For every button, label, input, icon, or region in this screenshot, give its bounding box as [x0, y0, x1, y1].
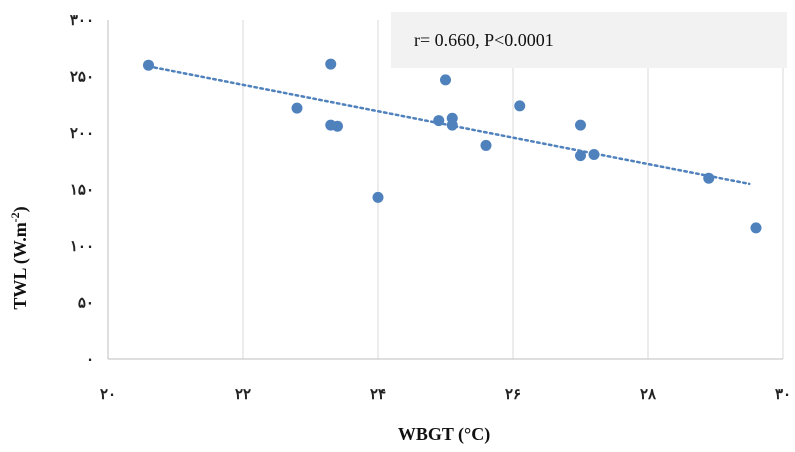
x-tick-label: ۳۰	[775, 387, 791, 403]
data-point	[480, 139, 492, 151]
data-point	[291, 102, 303, 114]
y-tick-label: ۰	[86, 352, 94, 368]
x-tick-label: ۲۶	[505, 387, 521, 403]
y-tick-label: ۲۵۰	[70, 70, 94, 86]
data-point	[446, 119, 458, 131]
x-axis-title: WBGT (°C)	[398, 424, 490, 445]
data-point	[575, 150, 586, 162]
data-point	[325, 58, 337, 70]
y-tick-label: ۲۰۰	[70, 126, 94, 142]
data-point	[440, 74, 451, 86]
y-tick-label: ۱۵۰	[70, 183, 94, 199]
data-point	[703, 172, 715, 184]
data-point	[575, 119, 586, 131]
annotation-background	[391, 12, 787, 68]
tick-labels: ۰ ۵۰ ۱۰۰ ۱۵۰ ۲۰۰ ۲۵۰ ۳۰۰ ۲۰ ۲۲ ۲۴ ۲۶ ۲۸ ۳۰	[70, 13, 791, 403]
y-tick-label: ۳۰۰	[70, 13, 94, 29]
annotation-text: r= 0.660, P<0.0001	[414, 30, 554, 50]
x-tick-label: ۲۰	[100, 387, 116, 403]
y-tick-label: ۵۰	[78, 296, 94, 312]
data-point	[588, 148, 600, 160]
y-axis-title: TWL (W.m-2)	[8, 206, 31, 309]
y-axis-title-close: )	[10, 206, 31, 212]
data-point	[143, 59, 154, 71]
axes	[107, 20, 783, 360]
x-tick-label: ۲۴	[370, 387, 386, 403]
data-points	[143, 58, 762, 234]
annotation-box: r= 0.660, P<0.0001	[391, 12, 787, 68]
y-axis-title-sup: -2	[8, 212, 22, 222]
y-axis-title-main: TWL (W.m	[10, 222, 31, 309]
data-point	[332, 120, 343, 132]
x-tick-label: ۲۲	[235, 387, 251, 403]
data-point	[514, 100, 526, 112]
y-tick-label: ۱۰۰	[70, 239, 94, 255]
data-point	[750, 222, 762, 234]
data-point	[372, 191, 384, 203]
data-point	[433, 115, 445, 127]
grid-lines	[242, 20, 784, 359]
x-tick-label: ۲۸	[640, 387, 657, 403]
